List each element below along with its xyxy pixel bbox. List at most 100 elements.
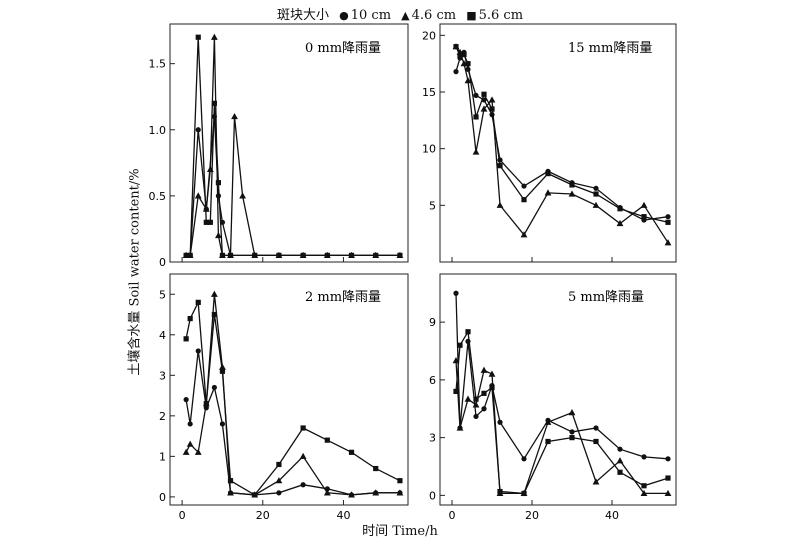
data-point-circle bbox=[593, 425, 599, 431]
data-point-square bbox=[397, 252, 403, 258]
data-point-triangle bbox=[372, 489, 380, 496]
data-point-square bbox=[617, 206, 623, 212]
data-point-square bbox=[373, 252, 379, 258]
data-point-circle bbox=[219, 421, 226, 427]
data-point-circle bbox=[195, 127, 201, 133]
x-tick-label: 20 bbox=[256, 509, 270, 522]
data-point-circle bbox=[593, 185, 599, 191]
data-point-square bbox=[593, 191, 599, 197]
data-point-square bbox=[183, 336, 189, 342]
data-point-square bbox=[457, 53, 463, 59]
data-point-square bbox=[497, 488, 503, 495]
y-tick-label: 1 bbox=[159, 450, 166, 463]
data-point-square bbox=[481, 390, 487, 396]
data-point-triangle bbox=[348, 491, 355, 498]
series-line-circle bbox=[455, 50, 669, 221]
x-tick-label: 40 bbox=[336, 509, 350, 522]
data-point-square bbox=[453, 388, 459, 395]
data-point-square bbox=[211, 100, 217, 106]
data-point-triangle bbox=[464, 77, 472, 84]
data-point-triangle bbox=[616, 457, 624, 464]
y-tick-label: 6 bbox=[429, 374, 436, 387]
data-point-square bbox=[461, 52, 467, 58]
legend-title: 斑块大小 bbox=[276, 8, 329, 23]
data-point-square bbox=[373, 465, 379, 472]
y-tick-label: 9 bbox=[429, 316, 436, 329]
data-point-square bbox=[397, 478, 403, 484]
data-point-triangle bbox=[488, 370, 496, 377]
y-tick-label: 15 bbox=[422, 86, 436, 99]
series-line-square bbox=[455, 329, 669, 495]
data-point-square bbox=[348, 252, 355, 258]
data-point-square bbox=[489, 106, 495, 112]
data-point-square bbox=[473, 114, 479, 120]
data-point-triangle bbox=[592, 201, 600, 208]
data-point-triangle bbox=[664, 239, 672, 246]
panel-title: 2 mm降雨量 bbox=[305, 290, 381, 305]
y-tick-label: 0.5 bbox=[149, 190, 167, 203]
data-point-triangle bbox=[544, 418, 552, 425]
data-point-triangle bbox=[227, 489, 234, 496]
data-point-square bbox=[252, 492, 258, 498]
data-point-square bbox=[183, 252, 189, 258]
data-point-square bbox=[300, 252, 306, 258]
data-point-square bbox=[207, 219, 213, 225]
data-point-square bbox=[276, 252, 282, 258]
data-point-circle bbox=[521, 183, 527, 189]
y-tick-label: 2 bbox=[159, 410, 166, 423]
panel-1: 0 mm降雨量 0 0.5 1.0 1.5 bbox=[149, 23, 409, 269]
legend-entry-4-6cm: ▲ 4.6 cm bbox=[401, 8, 460, 23]
legend: 斑块大小 ● 10 cm ▲ 4.6 cm ■ 5.6 cm bbox=[0, 4, 800, 23]
data-point-triangle bbox=[640, 201, 648, 208]
data-point-circle bbox=[497, 419, 503, 425]
data-point-circle bbox=[211, 384, 217, 391]
data-point-square bbox=[473, 396, 479, 402]
panel-title: 15 mm降雨量 bbox=[568, 41, 652, 56]
data-point-circle bbox=[187, 421, 193, 427]
data-point-triangle bbox=[186, 440, 194, 447]
data-point-triangle bbox=[496, 201, 504, 208]
data-point-triangle bbox=[239, 192, 247, 199]
data-point-square bbox=[569, 182, 575, 188]
data-point-circle bbox=[183, 397, 189, 403]
data-point-square bbox=[227, 478, 234, 484]
data-point-square bbox=[641, 214, 647, 220]
data-point-square bbox=[300, 425, 306, 431]
data-point-triangle bbox=[480, 105, 488, 112]
data-point-square bbox=[252, 252, 258, 258]
x-tick-label: 20 bbox=[525, 509, 539, 522]
data-point-triangle bbox=[210, 33, 218, 40]
data-point-triangle bbox=[472, 148, 480, 155]
circle-marker-icon: ● bbox=[339, 9, 349, 22]
data-point-square bbox=[497, 163, 503, 169]
y-tick-label: 5 bbox=[159, 288, 166, 301]
data-point-square bbox=[203, 401, 209, 407]
y-tick-label: 1.0 bbox=[149, 124, 167, 137]
data-point-square bbox=[545, 171, 551, 177]
data-point-square bbox=[457, 342, 463, 348]
square-marker-icon: ■ bbox=[466, 9, 477, 22]
data-point-square bbox=[203, 219, 209, 225]
legend-entry-10cm: ● 10 cm bbox=[339, 8, 395, 23]
data-point-triangle bbox=[464, 395, 472, 402]
y-tick-label: 0 bbox=[159, 256, 166, 269]
plot-frame bbox=[439, 23, 677, 263]
data-point-square bbox=[324, 437, 330, 443]
data-point-square bbox=[195, 34, 201, 40]
data-point-square bbox=[569, 435, 575, 441]
x-tick-label: 0 bbox=[179, 509, 186, 522]
data-point-square bbox=[521, 197, 527, 203]
legend-label: 5.6 cm bbox=[478, 8, 524, 23]
data-point-square bbox=[641, 483, 647, 489]
x-tick-label: 40 bbox=[605, 509, 619, 522]
y-tick-label: 10 bbox=[422, 143, 436, 156]
panel-title: 5 mm降雨量 bbox=[568, 290, 644, 305]
data-point-triangle bbox=[299, 452, 307, 459]
data-point-triangle bbox=[210, 290, 218, 297]
data-point-triangle bbox=[231, 112, 238, 120]
series-line-circle bbox=[185, 350, 400, 496]
series-line-square bbox=[185, 300, 401, 496]
data-point-square bbox=[521, 490, 527, 497]
data-point-circle bbox=[195, 348, 201, 354]
